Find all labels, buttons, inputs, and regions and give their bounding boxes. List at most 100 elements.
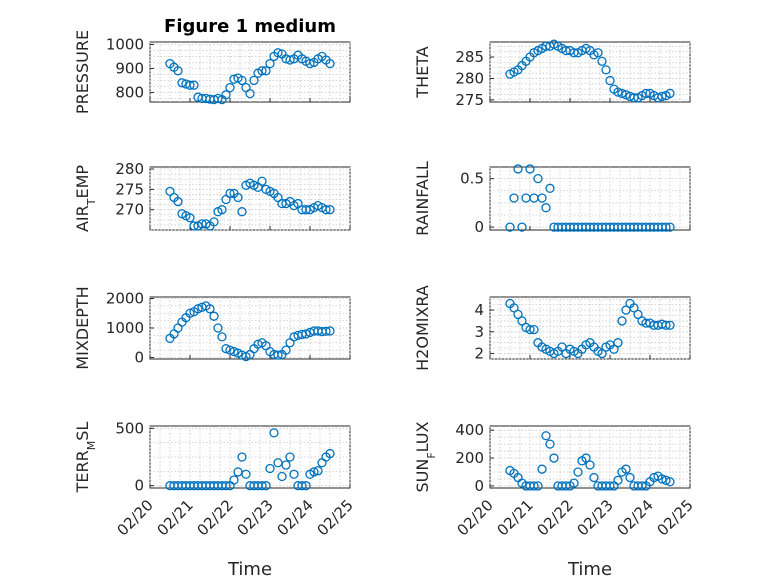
data-point	[513, 309, 523, 320]
y-tick-label: 285	[455, 48, 484, 66]
data-point	[265, 463, 275, 474]
y-label-tail: EMP	[73, 165, 92, 199]
y-label-tail: LUX	[413, 421, 432, 452]
subplot-8: 0 200 400 SUNFLUX 02/2002/2102/2202/2302/240…	[413, 421, 697, 580]
data-point	[509, 303, 519, 313]
data-point	[597, 348, 607, 359]
data-point	[545, 439, 555, 449]
data-point	[261, 66, 271, 76]
data-point	[265, 58, 275, 69]
y-axis-label: RAINFALL	[413, 161, 432, 236]
data-point	[285, 452, 295, 462]
y-label-tail: SL	[73, 422, 92, 441]
data-point	[249, 75, 259, 86]
data-point	[257, 66, 267, 76]
data-point	[221, 481, 231, 491]
data-point	[281, 345, 291, 355]
data-point	[301, 329, 311, 339]
y-tick-label: 275	[455, 91, 484, 109]
subplot-7: 0 500 TERRMSL 02/2002/2102/2202/2302/2402/2…	[73, 419, 357, 580]
data-point	[613, 338, 623, 348]
data-point	[173, 196, 183, 207]
y-axis-label: AIRTEMP	[73, 165, 98, 232]
y-tick-label: 500	[115, 419, 144, 437]
data-point	[665, 320, 675, 330]
data-point	[325, 448, 335, 459]
data-point	[525, 164, 535, 174]
data-point	[533, 173, 543, 184]
data-point	[229, 475, 239, 485]
data-point	[273, 48, 283, 58]
data-point	[257, 176, 267, 186]
y-axis-label: H2OMIXRA	[413, 285, 432, 371]
data-point	[529, 481, 539, 491]
y-label-main: PRESSURE	[73, 30, 92, 114]
data-point	[209, 311, 219, 321]
x-tick-label: 02/20	[454, 496, 497, 539]
data-point	[245, 88, 255, 99]
y-tick-label: 0	[134, 349, 144, 367]
data-point	[605, 75, 615, 86]
data-point	[629, 303, 639, 313]
y-tick-label: 0.5	[460, 170, 484, 188]
data-point	[221, 90, 231, 100]
x-tick-label: 02/24	[274, 496, 317, 539]
y-tick-label: 0	[474, 218, 484, 236]
data-point	[285, 55, 295, 65]
data-point	[537, 193, 547, 203]
y-axis-label: MIXDEPTH	[73, 286, 92, 369]
data-point	[225, 188, 235, 199]
data-point	[665, 477, 675, 487]
data-point	[237, 75, 247, 86]
data-point	[325, 205, 335, 215]
y-tick-label: 3	[474, 323, 484, 341]
data-point	[213, 323, 223, 333]
data-point	[185, 213, 195, 223]
y-tick-label: 800	[115, 83, 144, 101]
y-label-main: AIR	[73, 205, 92, 232]
data-point	[229, 346, 239, 357]
data-point	[541, 203, 551, 213]
data-point	[657, 91, 667, 102]
data-point	[561, 481, 571, 491]
x-axis-label: Time	[227, 559, 272, 580]
y-tick-label: 400	[455, 421, 484, 439]
data-point	[621, 464, 631, 474]
subplot-1: 800 900 1000 PRESSURE Figure 1 medium	[73, 16, 351, 114]
data-point	[617, 88, 627, 99]
data-point	[205, 304, 215, 314]
data-point	[305, 58, 315, 69]
data-point	[261, 481, 271, 491]
y-tick-label: 270	[115, 201, 144, 219]
data-point	[657, 474, 667, 484]
data-point	[217, 205, 227, 215]
data-point	[665, 222, 675, 232]
data-point	[313, 466, 323, 476]
data-point	[597, 56, 607, 66]
data-point	[633, 309, 643, 320]
data-point	[541, 431, 551, 441]
x-tick-label: 02/21	[154, 496, 197, 539]
x-tick-label: 02/20	[114, 496, 157, 539]
data-point	[517, 222, 527, 232]
data-point	[569, 478, 579, 488]
data-point	[281, 460, 291, 470]
data-point	[549, 453, 559, 463]
data-point	[189, 80, 199, 90]
data-point	[301, 481, 311, 491]
data-point	[573, 467, 583, 477]
y-axis-label: THETA	[413, 46, 432, 98]
data-point	[529, 324, 539, 335]
y-label-subscript: F	[425, 452, 438, 458]
data-point	[185, 80, 195, 90]
data-point	[321, 205, 331, 215]
data-point	[593, 48, 603, 58]
y-tick-label: 275	[115, 180, 144, 198]
data-point	[517, 316, 527, 326]
subplot-4: 0 0.5 RAINFALL	[413, 161, 691, 236]
data-point	[213, 93, 223, 104]
x-tick-label: 02/22	[534, 496, 577, 539]
x-tick-label: 02/25	[314, 496, 357, 539]
data-point	[273, 350, 283, 360]
